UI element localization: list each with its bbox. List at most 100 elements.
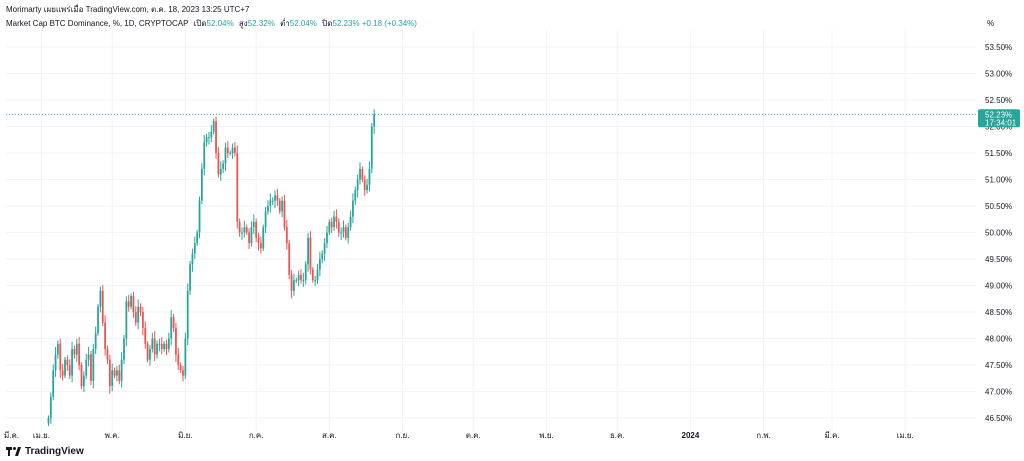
candle-body: [318, 259, 321, 270]
candle-body: [226, 147, 229, 153]
candle-body: [243, 227, 246, 233]
close-label: ปิด: [322, 19, 333, 28]
x-tick-label: ส.ค.: [322, 431, 337, 440]
high-label: สูง: [238, 19, 248, 28]
x-tick-label: พ.ย.: [539, 431, 553, 440]
candle-body: [120, 359, 123, 381]
candle-body: [160, 343, 163, 350]
y-tick-label: 53.00%: [985, 70, 1012, 79]
change-value: +0.18 (+0.34%): [361, 19, 417, 28]
candle-body: [111, 370, 114, 387]
candle-body: [163, 343, 166, 350]
candle-body: [153, 338, 156, 355]
candle-body: [321, 253, 324, 259]
candle-body: [307, 237, 309, 265]
candle-body: [116, 370, 118, 376]
countdown-value: 17:34:01: [985, 118, 1017, 127]
candle-body: [368, 168, 371, 185]
candle-body: [342, 227, 345, 233]
candle-body: [340, 232, 343, 234]
candle-body: [203, 142, 206, 169]
y-tick-label: 49.00%: [985, 282, 1012, 291]
candle-body: [311, 269, 314, 281]
time-axis[interactable]: มี.ค. เม.ย. พ.ค. มิ.ย. ก.ค. ส.ค. ก.ย. ต.ค. พ.ย. ธ…: [4, 431, 914, 440]
candle-body: [302, 280, 305, 282]
chart-grid: [6, 30, 976, 432]
candle-body: [132, 296, 135, 312]
candle-body: [106, 349, 109, 360]
x-tick-label: ก.ค.: [249, 431, 264, 440]
candle-body: [156, 343, 158, 355]
candle-body: [215, 121, 217, 153]
candle-body: [250, 227, 253, 244]
candle-body: [370, 126, 373, 169]
candle-body: [167, 338, 170, 350]
candle-body: [274, 195, 276, 201]
candle-body: [217, 153, 220, 175]
candle-body: [172, 317, 175, 328]
open-label: เปิด: [193, 19, 207, 28]
candle-body: [179, 365, 182, 371]
open-value: 52.04%: [206, 19, 234, 28]
candle-body: [352, 200, 354, 217]
candle-body: [300, 274, 302, 281]
candle-body: [71, 349, 73, 376]
y-tick-label: 47.00%: [985, 388, 1012, 397]
candle-body: [222, 163, 225, 169]
candle-body: [255, 221, 258, 238]
y-tick-label: 51.50%: [985, 149, 1012, 158]
candle-body: [85, 359, 88, 376]
candle-body: [141, 312, 144, 328]
candle-body: [151, 338, 154, 350]
candle-body: [66, 359, 69, 365]
candle-body: [344, 227, 347, 238]
y-tick-label: 50.00%: [985, 229, 1012, 238]
candle-body: [87, 354, 90, 360]
candle-body: [262, 227, 265, 249]
price-unit-label: %: [987, 19, 994, 28]
symbol-title[interactable]: Market Cap BTC Dominance, %, 1D, CRYPTOC…: [6, 19, 189, 28]
candle-body: [366, 184, 368, 191]
candles[interactable]: [47, 109, 376, 426]
candle-body: [99, 290, 102, 307]
tradingview-logo-icon[interactable]: [6, 447, 22, 456]
candle-body: [257, 237, 260, 244]
candle-body: [295, 280, 298, 282]
candle-body: [361, 168, 364, 180]
candle-body: [337, 221, 340, 233]
candle-body: [276, 195, 279, 201]
candle-body: [149, 349, 151, 360]
candle-body: [309, 237, 312, 270]
candle-body: [123, 338, 125, 360]
candle-body: [165, 343, 168, 350]
candle-body: [80, 365, 83, 387]
candle-body: [113, 370, 116, 376]
candle-body: [182, 370, 184, 376]
close-value: 52.23%: [332, 19, 360, 28]
candle-body: [118, 370, 121, 381]
candle-body: [363, 179, 366, 191]
candle-body: [304, 264, 307, 281]
candle-body: [330, 221, 333, 228]
candle-body: [200, 168, 203, 201]
candle-body: [189, 264, 191, 291]
low-label: ต่ำ: [280, 19, 290, 28]
candle-body: [347, 227, 350, 238]
candle-body: [278, 200, 281, 212]
y-tick-label: 53.50%: [985, 43, 1012, 52]
candle-body: [285, 227, 288, 244]
y-tick-label: 48.50%: [985, 308, 1012, 317]
last-price-badge: 52.23% 17:34:01: [978, 109, 1020, 128]
price-axis[interactable]: 53.50%53.00%52.50%52.00%51.50%51.00%50.5…: [985, 43, 1012, 423]
candle-body: [57, 343, 59, 355]
tradingview-brand[interactable]: TradingView: [25, 446, 84, 457]
candle-body: [101, 290, 104, 323]
candle-body: [184, 338, 187, 376]
candle-body: [293, 280, 295, 291]
candle-body: [210, 131, 213, 138]
x-tick-label: มิ.ย.: [178, 431, 192, 440]
candle-body: [139, 306, 142, 312]
candle-body: [127, 301, 130, 307]
candle-body: [335, 216, 338, 222]
